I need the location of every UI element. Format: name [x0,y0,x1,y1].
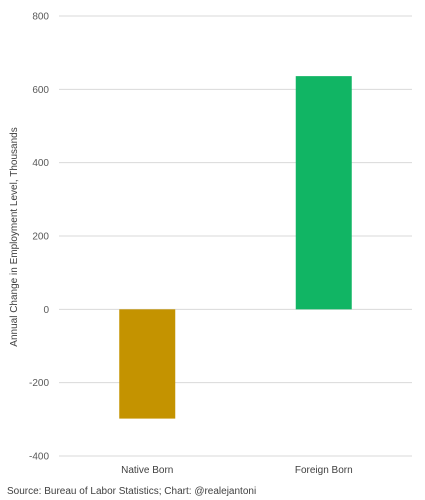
y-axis-ticks: 800 600 400 200 0 -200 -400 [29,12,49,463]
bars [119,76,352,419]
x-axis-labels: Native Born Foreign Born [121,465,353,476]
y-tick-label: 200 [32,232,49,243]
y-tick-label: 0 [43,305,49,316]
y-tick-label: 400 [32,158,49,169]
bar-foreign-born [295,76,352,310]
gridlines [59,15,412,457]
x-tick-label: Foreign Born [295,465,353,476]
source-note: Source: Bureau of Labor Statistics; Char… [7,486,257,497]
y-tick-label: -400 [29,452,49,463]
y-tick-label: -200 [29,378,49,389]
y-tick-label: 800 [32,12,49,23]
x-tick-label: Native Born [121,465,173,476]
y-tick-label: 600 [32,85,49,96]
bar-native-born [119,309,176,419]
y-axis-title: Annual Change in Employment Level, Thous… [9,127,20,346]
